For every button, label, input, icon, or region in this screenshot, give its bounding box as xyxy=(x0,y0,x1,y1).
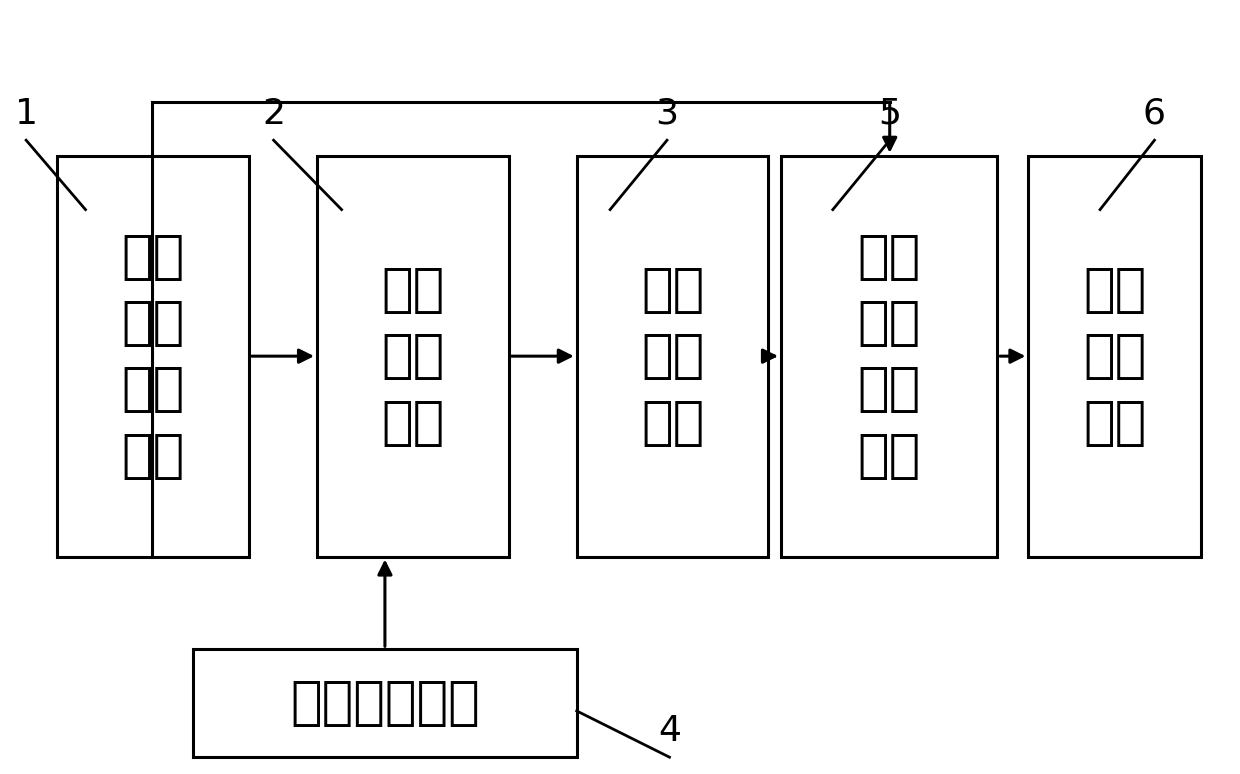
Bar xyxy=(781,156,997,557)
Text: 信号
处理
模块: 信号 处理 模块 xyxy=(381,264,444,448)
Bar xyxy=(577,156,769,557)
Text: 6: 6 xyxy=(1143,97,1166,131)
Bar xyxy=(57,156,249,557)
Text: 3: 3 xyxy=(656,97,678,131)
Bar xyxy=(317,156,508,557)
Text: 4: 4 xyxy=(658,714,681,748)
Text: 扰动
信号
注入
模块: 扰动 信号 注入 模块 xyxy=(122,231,185,481)
Text: 1: 1 xyxy=(15,97,37,131)
Bar xyxy=(1028,156,1202,557)
Bar xyxy=(193,649,577,757)
Text: 频率
响应
测量
模块: 频率 响应 测量 模块 xyxy=(858,231,921,481)
Text: 2: 2 xyxy=(262,97,285,131)
Text: 阻抗
计算
模块: 阻抗 计算 模块 xyxy=(1084,264,1147,448)
Text: 信号
放大
模块: 信号 放大 模块 xyxy=(641,264,704,448)
Text: 5: 5 xyxy=(878,97,901,131)
Text: 信号检测模块: 信号检测模块 xyxy=(290,677,480,729)
